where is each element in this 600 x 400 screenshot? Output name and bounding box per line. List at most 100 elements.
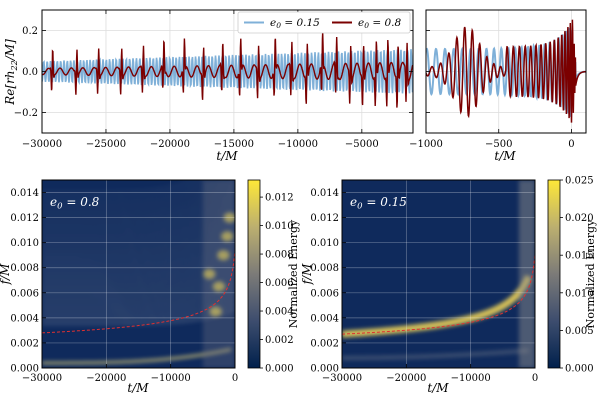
- tick-label-x: 0: [568, 139, 574, 150]
- heatmap-energy-left: [42, 180, 235, 368]
- energy-band: [42, 210, 235, 253]
- energy-band: [42, 302, 235, 321]
- energy-band: [42, 254, 235, 285]
- colorbar-tick-label: 0.002: [265, 335, 294, 346]
- tick-label-y: 0.006: [310, 288, 339, 299]
- tick-label-x: −10000: [151, 373, 191, 384]
- energy-band: [42, 180, 198, 197]
- energy-band: [42, 232, 235, 269]
- tick-label-x: −25000: [86, 139, 126, 150]
- tick-label-y: 0.000: [310, 364, 339, 375]
- series-e0-0.8-merger-line: [426, 19, 586, 123]
- plot-frame-bottom-left: [41, 179, 236, 369]
- energy-band: [42, 180, 210, 205]
- energy-band: [42, 259, 235, 289]
- annotation-e0-0.8: e0 = 0.8: [50, 195, 100, 212]
- energy-band: [42, 180, 220, 213]
- energy-band: [42, 286, 235, 309]
- energy-band: [42, 180, 215, 209]
- panel-bottom-right: −30000 −20000 −10000 0 0.000 0.002 0.004 0.006 0…: [300, 176, 597, 396]
- tick-label-x: 0: [232, 373, 238, 384]
- ylabel-bottom-right: f/M: [300, 263, 314, 285]
- energy-band: [42, 180, 224, 217]
- ticks-top-right: −1000 −500 0: [409, 30, 575, 150]
- tick-label-x: 0: [532, 373, 538, 384]
- frequency-track-left: [42, 249, 235, 334]
- tick-label-y: 0.012: [310, 213, 339, 224]
- tick-label-y: 0.000: [10, 364, 39, 375]
- energy-band: [42, 308, 235, 325]
- energy-band: [42, 275, 235, 301]
- ticks-top-left: −30000 −25000 −20000 −15000 −10000 −5000 −0.2 0…: [14, 10, 413, 150]
- energy-band: [42, 264, 235, 293]
- energy-band: [42, 243, 235, 277]
- tick-label-x: −30000: [322, 373, 362, 384]
- energy-band: [42, 281, 235, 305]
- energy-band: [42, 221, 235, 261]
- colorbar-tick-label: 0.005: [565, 326, 594, 337]
- energy-band: [42, 180, 191, 193]
- energy-band: [42, 248, 235, 281]
- energy-band: [42, 189, 235, 237]
- tick-label-y: 0.2: [22, 26, 38, 37]
- tick-label-y: 0.010: [10, 238, 39, 249]
- frequency-track-right: [342, 254, 535, 335]
- tick-label-y: 0.006: [10, 288, 39, 299]
- tick-label-y: 0.014: [10, 188, 39, 199]
- grid-bottom-right: [342, 180, 535, 368]
- tick-label-y: 0.002: [310, 338, 339, 349]
- tick-label-y: 0.0: [22, 67, 38, 78]
- xlabel-top-left: t/M: [216, 149, 238, 163]
- colorbar-ticks-left: 0.000 0.002 0.004 0.006 0.008 0.010 0.012: [260, 193, 294, 375]
- colorbar-tick-label: 0.006: [265, 278, 294, 289]
- tick-label-y: 0.010: [310, 238, 339, 249]
- ticks-bottom-left: −30000 −20000 −10000 0 0.000 0.002 0.004 0.006 0…: [10, 188, 238, 384]
- energy-band: [42, 180, 235, 229]
- energy-band: [42, 291, 235, 313]
- tick-label-x: −20000: [86, 373, 126, 384]
- ticks-bottom-right: −30000 −20000 −10000 0 0.000 0.002 0.004 0.006 0…: [310, 188, 538, 384]
- energy-ridge: [42, 347, 232, 365]
- legend-box: [237, 11, 411, 34]
- legend-label-e0-0.15: e0 = 0.15: [270, 17, 320, 30]
- annotation-e0-0.15: e0 = 0.15: [350, 195, 407, 212]
- colorbar-left: [247, 179, 261, 369]
- legend-label-e0-0.8: e0 = 0.8: [358, 17, 401, 30]
- series-e0-0.8-line: [42, 31, 413, 108]
- energy-band: [42, 237, 235, 273]
- colorbar-label-right: Normalized Energy: [584, 219, 597, 328]
- energy-band: [42, 194, 235, 241]
- tick-label-y: 0.008: [10, 263, 39, 274]
- tick-label-y: 0.004: [10, 313, 39, 324]
- tick-label-y: 0.008: [310, 263, 339, 274]
- energy-merger-region: [202, 180, 235, 368]
- energy-band: [42, 183, 235, 233]
- colorbar-tick-label: 0.008: [265, 250, 294, 261]
- tick-label-x: −30000: [22, 139, 62, 150]
- colorbar-right: [547, 179, 561, 369]
- heatmap-background-right: [342, 180, 535, 368]
- tick-label-y: 0.012: [10, 213, 39, 224]
- colorbar-ticks-right: 0.000 0.005 0.010 0.015 0.020 0.025: [560, 176, 594, 375]
- panel-top-right: −1000 −500 0 t/M: [409, 9, 587, 163]
- energy-band: [42, 297, 235, 317]
- energy-band: [42, 200, 235, 245]
- colorbar-tick-label: 0.000: [565, 364, 594, 375]
- tick-label-x: −20000: [150, 139, 190, 150]
- colorbar-tick-label: 0.010: [265, 221, 294, 232]
- energy-band: [42, 270, 235, 297]
- tick-label-x: −20000: [386, 373, 426, 384]
- tick-label-x: −500: [485, 139, 512, 150]
- colorbar-tick-label: 0.012: [265, 193, 294, 204]
- energy-band: [42, 180, 232, 225]
- colorbar-label-left: Normalized Energy: [287, 219, 300, 328]
- tick-label-y: 0.014: [310, 188, 339, 199]
- ylabel-top-left: Re[rh22/M]: [3, 39, 19, 106]
- tick-label-x: −1000: [409, 139, 443, 150]
- colorbar-tick-label: 0.015: [565, 251, 594, 262]
- energy-band: [342, 348, 529, 360]
- tick-label-y: 0.004: [310, 313, 339, 324]
- colorbar-tick-label: 0.010: [565, 288, 594, 299]
- panel-top-left: −30000 −25000 −20000 −15000 −10000 −5000 −0.2 0…: [3, 9, 414, 163]
